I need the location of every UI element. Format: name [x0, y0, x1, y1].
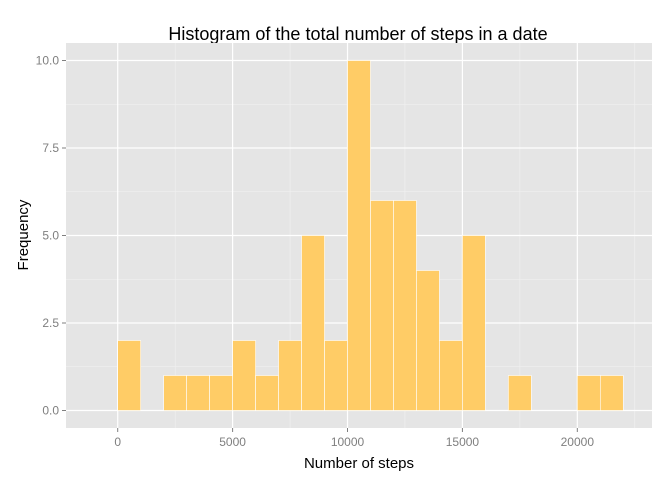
x-tick-label: 20000	[561, 435, 595, 449]
x-tick-label: 15000	[446, 435, 480, 449]
histogram-bar	[232, 340, 256, 411]
histogram-bar	[255, 375, 279, 411]
x-tick-label: 5000	[219, 435, 246, 449]
y-tick-label: 2.5	[42, 316, 59, 330]
y-tick-label: 10.0	[36, 54, 60, 68]
y-axis-title: Frequency	[15, 199, 32, 270]
histogram-bars	[117, 60, 624, 411]
histogram-bar	[324, 340, 348, 411]
histogram-bar	[186, 375, 210, 411]
histogram-bar	[301, 235, 325, 411]
histogram-bar	[577, 375, 601, 411]
histogram-bar	[278, 340, 302, 411]
y-tick-label: 0.0	[42, 404, 59, 418]
histogram-bar	[209, 375, 233, 411]
histogram-bar	[163, 375, 187, 411]
histogram-bar	[508, 375, 532, 411]
y-tick-label: 5.0	[42, 229, 59, 243]
histogram-bar	[416, 270, 440, 411]
x-tick-label: 0	[114, 435, 121, 449]
histogram-bar	[439, 340, 463, 411]
histogram-bar	[393, 200, 417, 411]
histogram-bar	[347, 60, 371, 411]
histogram-bar	[599, 375, 624, 411]
histogram-bar	[462, 235, 486, 411]
y-axis-ticks: 0.0 2.5 5.0 7.5 10.0	[36, 54, 66, 418]
histogram-bar	[117, 340, 141, 411]
chart-title: Histogram of the total number of steps i…	[168, 24, 547, 44]
y-tick-label: 7.5	[42, 141, 59, 155]
x-axis-title: Number of steps	[304, 455, 414, 472]
x-axis-ticks: 0 5000 10000 15000 20000	[114, 428, 594, 449]
x-tick-label: 10000	[331, 435, 365, 449]
histogram-bar	[370, 200, 394, 411]
